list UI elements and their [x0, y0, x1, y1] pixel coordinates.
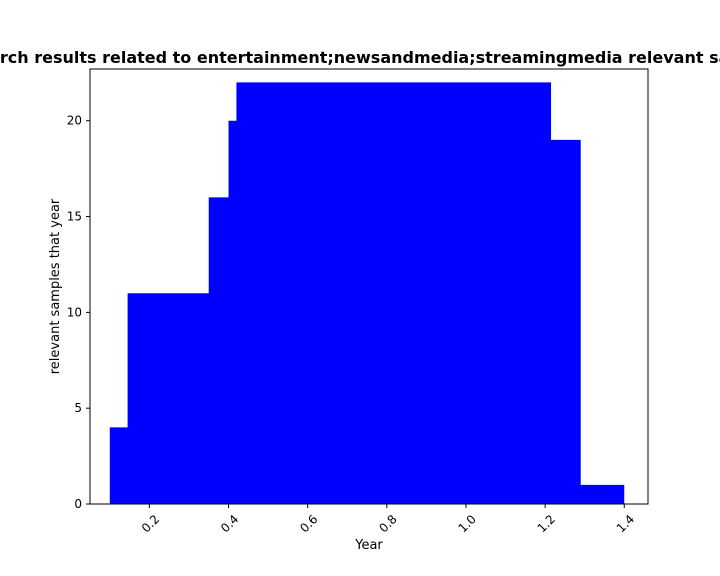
y-tick-label: 5	[74, 401, 82, 415]
x-tick-label: 0.8	[376, 512, 399, 535]
x-tick-label: 1.0	[455, 512, 478, 535]
x-tick-label: 1.2	[535, 512, 558, 535]
axes-frame	[89, 68, 649, 505]
y-axis-label: relevant samples that year	[48, 198, 63, 374]
x-axis: 0.2 0.4 0.6 0.8 1.0 1.2 1.4	[139, 504, 637, 535]
chart-title: Fraction of search results related to en…	[0, 48, 720, 67]
x-axis-label: Year	[354, 538, 383, 553]
x-tick-label: 0.2	[139, 512, 162, 535]
x-tick-label: 1.4	[614, 512, 637, 535]
y-tick-label: 10	[67, 305, 82, 319]
y-tick-label: 15	[67, 210, 82, 224]
x-tick-label: 0.6	[297, 512, 320, 535]
y-tick-label: 20	[67, 114, 82, 128]
y-tick-label: 0	[74, 497, 82, 511]
plot-area	[109, 82, 625, 505]
x-tick-label: 0.4	[218, 512, 241, 535]
y-axis: 0 5 10 15 20	[67, 114, 90, 511]
step-area-series	[109, 82, 625, 505]
